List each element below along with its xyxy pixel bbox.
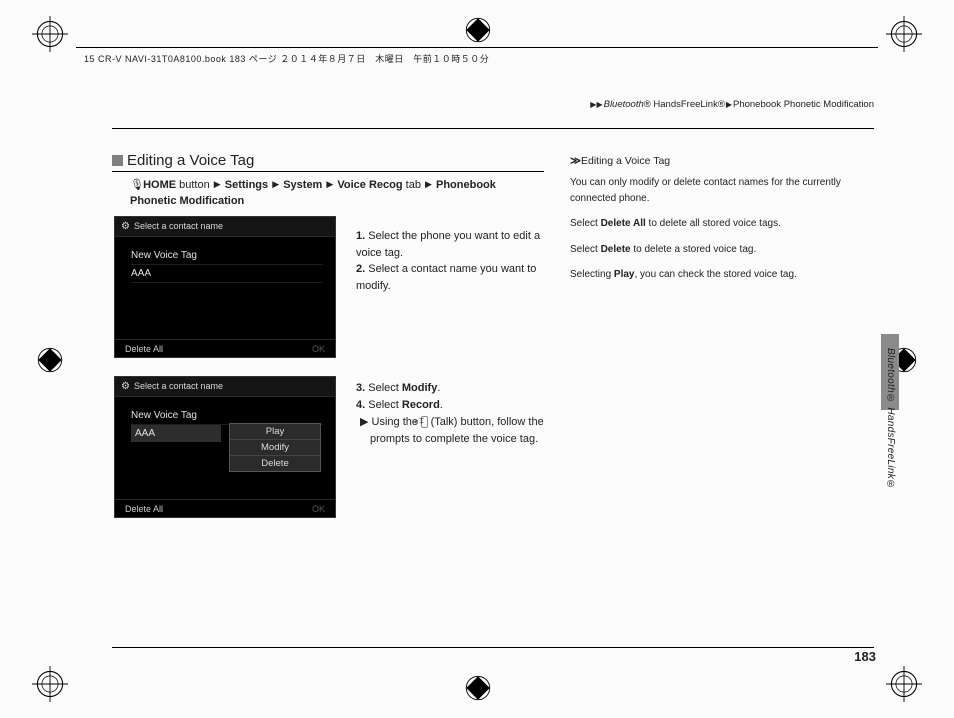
- p-bold: Play: [614, 269, 635, 280]
- p-post: to delete all stored voice tags.: [646, 218, 781, 229]
- step-text-bold: Modify: [402, 382, 437, 394]
- steps-block-2: 3. Select Modify. 4. Select Record. ▶ Us…: [356, 380, 554, 448]
- top-divider: [112, 128, 874, 129]
- p-pre: Select: [570, 218, 601, 229]
- nav-vr-suffix: tab: [403, 179, 424, 191]
- gear-icon: ⚙: [121, 381, 130, 392]
- breadcrumb-seg2: Phonebook Phonetic Modification: [733, 99, 874, 110]
- title-underline: [112, 171, 544, 172]
- double-chevron-icon: ≫: [570, 155, 579, 167]
- page-number: 183: [854, 649, 876, 664]
- registration-mark-icon: [460, 12, 496, 48]
- list-item-selected[interactable]: AAA: [131, 425, 221, 442]
- chevron-right-icon: ▶: [425, 179, 432, 189]
- registration-mark-icon: [32, 16, 68, 52]
- step-text-pre: Select: [368, 382, 402, 394]
- chevron-right-icon: ▶▶: [590, 100, 602, 109]
- modify-button[interactable]: Modify: [230, 440, 320, 456]
- footer-divider: [112, 647, 874, 648]
- screenshot-header: ⚙ Select a contact name: [115, 377, 335, 397]
- screenshot-header-text: Select a contact name: [134, 381, 223, 391]
- section-heading: Editing a Voice Tag: [112, 152, 254, 169]
- nav-settings: Settings: [225, 179, 268, 191]
- registration-mark-icon: [886, 16, 922, 52]
- chevron-right-icon: ▶: [726, 100, 732, 109]
- registration-mark-icon: [32, 342, 68, 378]
- chevron-right-icon: ▶: [214, 179, 221, 189]
- breadcrumb: ▶▶Bluetooth® HandsFreeLink®▶Phonebook Ph…: [589, 99, 874, 110]
- list-item[interactable]: New Voice Tag: [131, 247, 323, 265]
- p-post: to delete a stored voice tag.: [631, 244, 757, 255]
- p-pre: Select: [570, 244, 601, 255]
- screenshot-header-text: Select a contact name: [134, 221, 223, 231]
- screenshot-contact-popup: ⚙Select a contact name New Voice Tag AAA…: [114, 376, 336, 518]
- step-numeral: 3.: [356, 382, 365, 394]
- list-item[interactable]: AAA: [131, 265, 323, 283]
- gear-icon: ⚙: [121, 221, 130, 232]
- section-title-text: Editing a Voice Tag: [127, 152, 254, 169]
- nav-home: HOME: [143, 179, 176, 191]
- square-bullet-icon: [112, 155, 123, 166]
- nav-home-suffix: button: [176, 179, 213, 191]
- chevron-right-icon: ▶: [360, 416, 368, 428]
- nav-system: System: [283, 179, 322, 191]
- nav-voice-recog: Voice Recog: [337, 179, 402, 191]
- ok-button[interactable]: OK: [312, 344, 325, 354]
- chapter-label: Bluetooth® HandsFreeLink®: [885, 348, 896, 490]
- breadcrumb-seg1: Bluetooth: [604, 99, 644, 110]
- ok-button[interactable]: OK: [312, 504, 325, 514]
- context-popup: Play Modify Delete: [229, 423, 321, 472]
- notes-heading-text: Editing a Voice Tag: [581, 155, 670, 167]
- navigation-path: 🎙 HOME button ▶ Settings ▶ System ▶ Voic…: [130, 178, 542, 210]
- notes-heading: ≫Editing a Voice Tag: [570, 153, 868, 169]
- step-text: Select the phone you want to edit a voic…: [356, 230, 540, 259]
- notes-paragraph: Selecting Play, you can check the stored…: [570, 267, 868, 283]
- steps-block-1: 1. Select the phone you want to edit a v…: [356, 228, 544, 294]
- step-text-pre: Select: [368, 399, 402, 411]
- step-numeral: 1.: [356, 230, 365, 242]
- registration-mark-icon: [886, 666, 922, 702]
- delete-all-button[interactable]: Delete All: [125, 504, 163, 514]
- p-bold: Delete All: [601, 218, 646, 229]
- delete-all-button[interactable]: Delete All: [125, 344, 163, 354]
- screenshot-header: ⚙ Select a contact name: [115, 217, 335, 237]
- step-numeral: 4.: [356, 399, 365, 411]
- p-bold: Delete: [601, 244, 631, 255]
- screenshot-contact-list: ⚙ Select a contact name New Voice Tag AAA…: [114, 216, 336, 358]
- file-info-text: 15 CR-V NAVI-31T0A8100.book 183 ページ ２０１４…: [84, 52, 489, 65]
- registration-mark-icon: [460, 670, 496, 706]
- header-divider: [76, 47, 878, 48]
- chevron-right-icon: ▶: [272, 179, 279, 189]
- mic-icon: 🎙: [130, 178, 140, 194]
- p-post: , you can check the stored voice tag.: [635, 269, 797, 280]
- step-text-bold: Record: [402, 399, 440, 411]
- step-numeral: 2.: [356, 263, 365, 275]
- p-pre: Selecting: [570, 269, 614, 280]
- chevron-right-icon: ▶: [326, 179, 333, 189]
- registration-mark-icon: [32, 666, 68, 702]
- notes-paragraph: Select Delete to delete a stored voice t…: [570, 242, 868, 258]
- delete-button[interactable]: Delete: [230, 456, 320, 471]
- breadcrumb-seg1-suffix: ® HandsFreeLink®: [644, 99, 725, 110]
- step-text: Select a contact name you want to modify…: [356, 263, 536, 292]
- notes-paragraph: You can only modify or delete contact na…: [570, 175, 868, 206]
- play-button[interactable]: Play: [230, 424, 320, 440]
- notes-column: ≫Editing a Voice Tag You can only modify…: [570, 153, 868, 293]
- notes-paragraph: Select Delete All to delete all stored v…: [570, 216, 868, 232]
